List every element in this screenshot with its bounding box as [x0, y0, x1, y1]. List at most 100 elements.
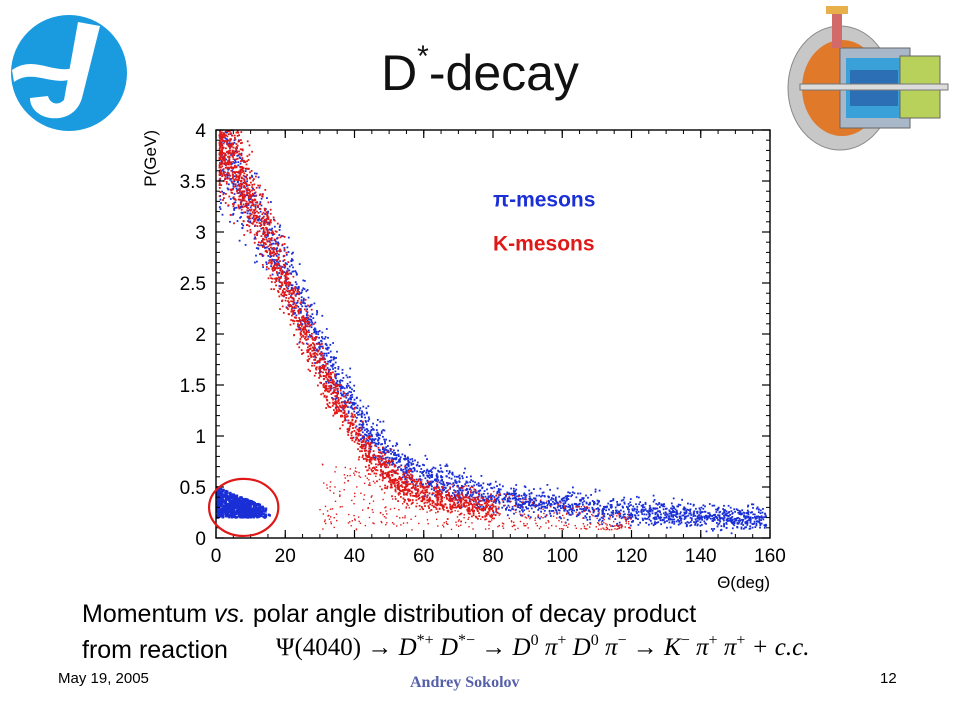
- kaon-point: [384, 484, 386, 487]
- kaon-point: [230, 189, 233, 191]
- pion-point: [543, 495, 546, 497]
- pion-point: [654, 513, 657, 516]
- pion-cluster-point: [234, 502, 237, 505]
- pion-point: [240, 216, 242, 218]
- pion-point: [344, 394, 347, 397]
- pion-point: [695, 520, 698, 523]
- pion-point: [646, 510, 648, 512]
- pion-cluster-point: [263, 510, 267, 513]
- kaon-point: [357, 440, 360, 442]
- pion-point: [539, 500, 542, 502]
- kaon-point: [285, 296, 288, 299]
- pion-point: [717, 507, 720, 510]
- kaon-point: [396, 479, 399, 482]
- pion-point: [262, 230, 265, 233]
- pion-cluster-point: [243, 511, 246, 514]
- kaon-point: [348, 428, 351, 431]
- kaon-point: [281, 243, 284, 246]
- kaon-point: [360, 441, 363, 444]
- pion-point: [326, 346, 329, 349]
- pion-point: [568, 509, 571, 511]
- kaon-point: [223, 140, 226, 142]
- kaon-point: [220, 133, 223, 136]
- pion-point: [429, 480, 432, 483]
- kaon-point: [404, 488, 406, 491]
- kaon-point: [286, 271, 289, 274]
- pion-point: [744, 521, 747, 524]
- pion-point: [684, 517, 687, 519]
- pion-point: [355, 412, 358, 414]
- pion-point: [370, 426, 373, 428]
- kaon-point: [383, 477, 386, 479]
- kaon-point: [375, 463, 377, 466]
- kaon-point: [369, 447, 372, 449]
- kaon-point: [240, 154, 243, 157]
- kaon-point: [264, 231, 267, 234]
- pion-point: [355, 406, 357, 409]
- kaon-point: [222, 199, 224, 201]
- kaon-point: [234, 147, 237, 150]
- pion-point: [733, 524, 736, 527]
- pion-cluster-point: [233, 510, 236, 513]
- pion-point: [686, 521, 689, 523]
- pion-point: [648, 518, 651, 521]
- pion-point: [275, 255, 278, 257]
- kaon-point: [475, 500, 477, 503]
- pion-point: [430, 476, 433, 478]
- kaon-point: [225, 151, 228, 153]
- pion-point: [454, 495, 457, 498]
- pion-point: [451, 471, 454, 474]
- pion-point: [506, 491, 509, 494]
- pion-cluster-point: [223, 504, 226, 508]
- kaon-point: [296, 343, 299, 346]
- pion-point: [397, 460, 400, 463]
- pion-point: [760, 515, 763, 518]
- kaon-point: [301, 318, 304, 321]
- pion-point: [588, 516, 591, 518]
- kaon-point: [332, 371, 334, 374]
- pion-point: [508, 500, 511, 503]
- kaon-point: [244, 195, 247, 198]
- kaon-point: [368, 467, 371, 469]
- kaon-point: [223, 152, 226, 155]
- pion-point: [511, 505, 514, 508]
- pion-point: [259, 201, 262, 203]
- pion-point: [716, 509, 719, 511]
- kaon-point: [291, 292, 294, 295]
- pion-point: [318, 346, 320, 349]
- kaon-point: [368, 437, 370, 440]
- pion-cluster-point: [225, 504, 229, 507]
- pion-point: [736, 509, 739, 511]
- kaon-point: [465, 499, 468, 502]
- kaon-point: [385, 460, 387, 463]
- kaon-point: [221, 150, 223, 153]
- kaon-point: [459, 498, 462, 501]
- pion-point: [562, 503, 565, 506]
- pion-point: [716, 517, 718, 519]
- kaon-point: [302, 327, 305, 330]
- kaon-point: [474, 515, 477, 518]
- pion-point: [567, 491, 570, 494]
- pion-point: [742, 518, 745, 521]
- kaon-point: [471, 507, 474, 510]
- pion-point: [414, 459, 416, 462]
- kaon-point: [435, 494, 437, 496]
- kaon-point: [382, 446, 384, 449]
- kaon-point: [305, 334, 308, 336]
- pion-point: [268, 248, 270, 250]
- pion-point: [226, 176, 229, 178]
- pion-point: [393, 453, 395, 456]
- pion-point: [728, 519, 730, 522]
- kaon-point: [367, 450, 370, 453]
- kaon-point: [235, 146, 238, 148]
- pion-cluster-point: [245, 499, 248, 503]
- pion-point: [332, 363, 335, 366]
- kaon-point: [327, 372, 330, 375]
- kaon-point: [219, 146, 222, 149]
- kaon-point: [239, 148, 242, 151]
- pion-point: [235, 161, 237, 164]
- kaon-point: [323, 368, 325, 371]
- kaon-point: [310, 343, 313, 346]
- pion-point: [278, 234, 281, 236]
- pion-point: [593, 501, 595, 504]
